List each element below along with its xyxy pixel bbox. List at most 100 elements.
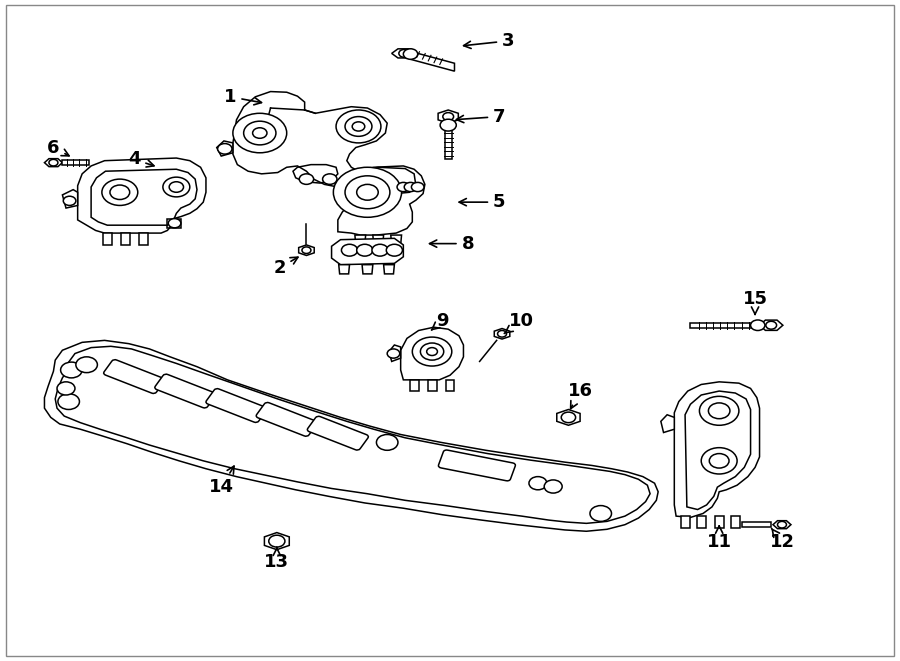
Text: 10: 10 [504, 311, 535, 334]
Polygon shape [661, 414, 674, 432]
Circle shape [751, 320, 765, 330]
Text: 12: 12 [770, 528, 795, 551]
Text: 13: 13 [265, 547, 289, 571]
Circle shape [169, 182, 184, 192]
Polygon shape [389, 345, 400, 362]
Circle shape [218, 143, 232, 154]
Circle shape [356, 245, 373, 256]
FancyBboxPatch shape [206, 389, 267, 422]
Polygon shape [44, 159, 62, 167]
Polygon shape [299, 245, 314, 255]
Polygon shape [410, 52, 454, 71]
Polygon shape [44, 340, 658, 531]
Text: 9: 9 [431, 311, 449, 330]
Text: 2: 2 [274, 257, 298, 277]
Polygon shape [680, 516, 689, 528]
Circle shape [590, 506, 611, 522]
Polygon shape [139, 233, 148, 245]
Polygon shape [355, 235, 365, 245]
Polygon shape [217, 141, 233, 156]
Polygon shape [338, 264, 349, 274]
Circle shape [49, 159, 58, 166]
Polygon shape [760, 320, 783, 330]
Polygon shape [773, 521, 791, 529]
Circle shape [333, 167, 401, 217]
Circle shape [708, 403, 730, 418]
Polygon shape [731, 516, 740, 528]
Text: 14: 14 [209, 466, 234, 496]
Polygon shape [494, 329, 509, 339]
Circle shape [397, 182, 410, 192]
Polygon shape [400, 327, 464, 380]
Text: 16: 16 [568, 382, 592, 408]
Circle shape [233, 113, 287, 153]
Circle shape [498, 330, 507, 337]
Circle shape [300, 174, 313, 184]
Circle shape [403, 49, 418, 59]
Polygon shape [331, 239, 403, 264]
Circle shape [60, 362, 82, 378]
Circle shape [345, 176, 390, 209]
Circle shape [411, 182, 424, 192]
Polygon shape [103, 233, 112, 245]
Polygon shape [62, 190, 77, 208]
Polygon shape [697, 516, 706, 528]
FancyBboxPatch shape [155, 374, 216, 408]
Polygon shape [557, 409, 580, 425]
Circle shape [562, 412, 576, 422]
Circle shape [701, 447, 737, 474]
Circle shape [102, 179, 138, 206]
Circle shape [427, 348, 437, 356]
Polygon shape [742, 522, 771, 527]
Circle shape [352, 122, 365, 131]
FancyBboxPatch shape [438, 450, 516, 481]
Circle shape [766, 321, 777, 329]
Circle shape [386, 245, 402, 256]
Circle shape [269, 535, 285, 547]
Polygon shape [715, 516, 724, 528]
Circle shape [443, 112, 454, 120]
Polygon shape [428, 380, 436, 391]
Text: 8: 8 [429, 235, 474, 253]
Circle shape [404, 182, 417, 192]
Circle shape [709, 453, 729, 468]
Circle shape [63, 196, 76, 206]
FancyBboxPatch shape [307, 416, 368, 450]
Polygon shape [410, 380, 418, 391]
Polygon shape [438, 110, 458, 123]
Circle shape [440, 119, 456, 131]
Circle shape [356, 184, 378, 200]
Circle shape [372, 245, 388, 256]
Polygon shape [383, 264, 394, 274]
Text: 5: 5 [459, 193, 506, 211]
Circle shape [345, 116, 372, 136]
Polygon shape [392, 49, 417, 58]
Polygon shape [62, 160, 89, 165]
Polygon shape [77, 158, 206, 233]
Circle shape [244, 121, 276, 145]
Polygon shape [233, 92, 387, 187]
Circle shape [399, 50, 410, 58]
Circle shape [529, 477, 547, 490]
Circle shape [322, 174, 337, 184]
Circle shape [163, 177, 190, 197]
Circle shape [778, 522, 787, 528]
Text: 15: 15 [742, 290, 768, 315]
Text: 6: 6 [47, 139, 69, 157]
Text: 7: 7 [456, 108, 506, 126]
Circle shape [76, 357, 97, 373]
Polygon shape [690, 323, 753, 328]
Circle shape [302, 247, 310, 253]
Polygon shape [121, 233, 130, 245]
Polygon shape [674, 382, 760, 518]
Circle shape [699, 397, 739, 425]
Circle shape [253, 128, 267, 138]
Circle shape [420, 343, 444, 360]
Circle shape [168, 219, 181, 228]
Circle shape [58, 394, 79, 409]
Polygon shape [362, 264, 373, 274]
Polygon shape [446, 380, 454, 391]
FancyBboxPatch shape [104, 360, 165, 393]
Polygon shape [338, 166, 425, 235]
Circle shape [544, 480, 562, 493]
